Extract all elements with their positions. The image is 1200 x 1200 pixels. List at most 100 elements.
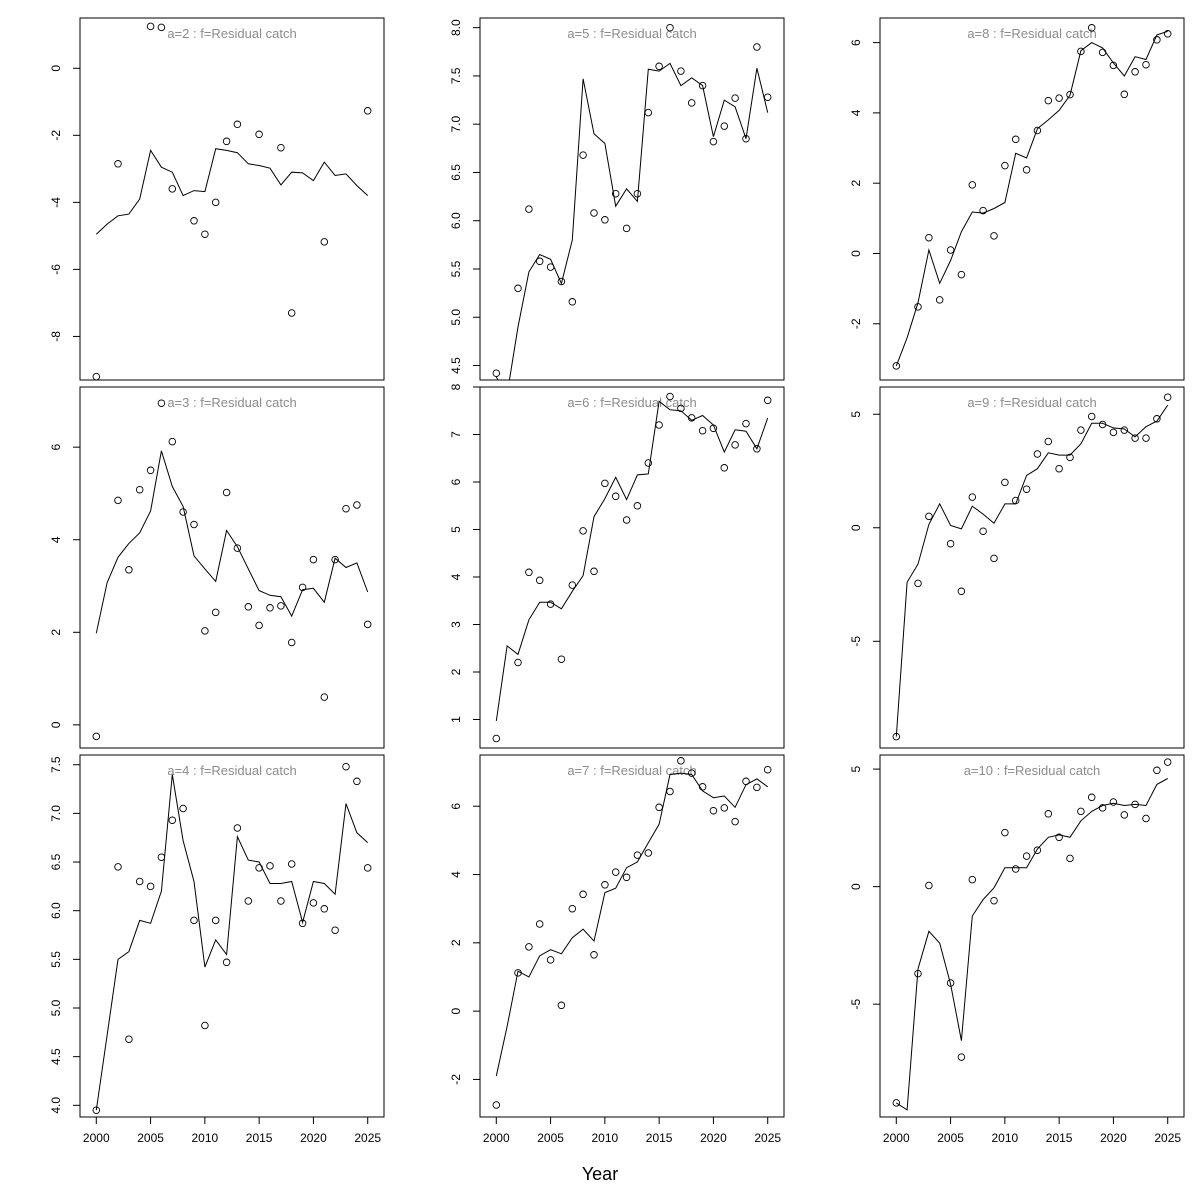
panel-title: a=2 : f=Residual catch bbox=[167, 26, 296, 41]
y-tick-label: -5 bbox=[849, 636, 863, 647]
observed-point bbox=[611, 189, 620, 198]
y-tick-label: -8 bbox=[49, 331, 63, 342]
observed-point bbox=[1011, 135, 1020, 144]
observed-point bbox=[979, 206, 987, 215]
observed-point bbox=[146, 466, 155, 475]
observed-point bbox=[698, 81, 707, 90]
y-tick-label: -5 bbox=[849, 999, 863, 1010]
observed-point bbox=[968, 875, 977, 884]
observed-point bbox=[201, 230, 209, 238]
panel-7: a=9 : f=Residual catch 5 0 -5 bbox=[849, 386, 1185, 749]
observed-point bbox=[687, 99, 696, 107]
observed-point bbox=[1109, 61, 1118, 70]
observed-point bbox=[622, 224, 631, 233]
panel-plot-area bbox=[892, 393, 1172, 741]
observed-point bbox=[1153, 415, 1161, 423]
observed-point bbox=[709, 137, 718, 146]
panel-4: a=6 : f=Residual catch 1 2 3 4 5 6 7 8 bbox=[449, 383, 785, 749]
panel-title: a=6 : f=Residual catch bbox=[567, 395, 696, 410]
panel-frame bbox=[479, 386, 785, 749]
observed-point bbox=[601, 479, 609, 488]
observed-point bbox=[644, 849, 653, 857]
observed-point bbox=[320, 693, 329, 701]
observed-point bbox=[557, 1001, 566, 1010]
observed-point bbox=[255, 621, 263, 630]
observed-point bbox=[687, 769, 696, 777]
y-tick-label: 2 bbox=[849, 180, 863, 187]
panel-6: a=8 : f=Residual catch -2 0 2 4 6 bbox=[849, 17, 1185, 381]
observed-point bbox=[353, 501, 361, 509]
observed-point bbox=[287, 638, 296, 647]
panel-frame bbox=[479, 17, 785, 381]
y-tick-label: 7.5 bbox=[49, 756, 63, 773]
observed-point bbox=[1120, 90, 1129, 99]
y-tick-label: -2 bbox=[49, 130, 63, 141]
observed-point bbox=[342, 762, 350, 771]
fitted-line bbox=[896, 778, 1168, 1111]
y-tick-label: 6 bbox=[849, 39, 863, 46]
observed-point bbox=[525, 943, 533, 951]
y-tick-label: 5.0 bbox=[449, 309, 463, 326]
fitted-line bbox=[495, 772, 768, 1077]
observed-point bbox=[125, 566, 133, 574]
fitted-line bbox=[495, 62, 769, 380]
observed-point bbox=[1077, 47, 1085, 56]
observed-point bbox=[1163, 393, 1172, 401]
observed-point bbox=[535, 920, 544, 928]
y-tick-label: 6.0 bbox=[449, 212, 463, 229]
y-tick-label: 1 bbox=[449, 716, 463, 723]
observed-point bbox=[1055, 94, 1063, 102]
observed-point bbox=[957, 1053, 966, 1061]
panel-title: a=7 : f=Residual catch bbox=[567, 763, 696, 778]
observed-point bbox=[601, 881, 609, 889]
panel-frame bbox=[879, 17, 1185, 381]
observed-point bbox=[1153, 36, 1161, 44]
observed-point bbox=[666, 392, 674, 401]
y-tick-label: 7.5 bbox=[449, 67, 463, 84]
panel-3: a=5 : f=Residual catch 4.5 5.0 5.5 6.0 6.5 7.0… bbox=[449, 17, 785, 381]
observed-point bbox=[1120, 426, 1129, 434]
observed-point bbox=[114, 863, 122, 871]
observed-point bbox=[677, 757, 685, 765]
y-tick-label: 5.0 bbox=[49, 999, 63, 1016]
observed-point bbox=[731, 441, 739, 449]
panel-plot-area bbox=[92, 399, 372, 741]
observed-point bbox=[957, 587, 966, 596]
panel-5: a=7 : f=Residual catch -2 0 2 4 6 2000 2005 2010… bbox=[449, 754, 785, 1145]
observed-point bbox=[363, 107, 372, 115]
panel-plot-area bbox=[492, 392, 772, 743]
observed-point bbox=[611, 868, 620, 876]
x-tick-label: 2025 bbox=[754, 1131, 781, 1145]
observed-point bbox=[179, 804, 187, 813]
y-tick-label: 4.5 bbox=[449, 357, 463, 374]
y-tick-label: 6.5 bbox=[49, 853, 63, 870]
observed-point bbox=[590, 567, 598, 576]
panel-plot-area bbox=[892, 24, 1172, 370]
observed-point bbox=[125, 1035, 133, 1043]
y-tick-label: 5 bbox=[849, 411, 863, 418]
observed-point bbox=[1022, 852, 1031, 860]
x-tick-label: 2005 bbox=[137, 1131, 164, 1145]
panel-plot-area bbox=[492, 757, 772, 1109]
observed-point bbox=[331, 555, 339, 564]
x-tick-label: 2020 bbox=[700, 1131, 727, 1145]
y-tick-label: 6 bbox=[449, 803, 463, 810]
observed-point bbox=[677, 67, 685, 75]
observed-point bbox=[492, 1101, 501, 1109]
x-tick-label: 2000 bbox=[483, 1131, 510, 1145]
x-tick-label: 2015 bbox=[1046, 1131, 1073, 1145]
observed-point bbox=[1055, 833, 1063, 842]
observed-point bbox=[320, 905, 329, 913]
y-tick-label: 4 bbox=[849, 109, 863, 116]
observed-point bbox=[742, 134, 750, 143]
y-tick-label: 2 bbox=[449, 939, 463, 946]
panel-title: a=8 : f=Residual catch bbox=[967, 26, 1096, 41]
observed-point bbox=[957, 270, 966, 279]
fitted-line bbox=[95, 450, 369, 634]
observed-point bbox=[309, 555, 318, 564]
observed-point bbox=[331, 926, 339, 934]
panel-0: a=2 : f=Residual catch 0 -2 -4 -6 -8 bbox=[49, 17, 385, 381]
observed-point bbox=[579, 527, 587, 535]
y-tick-label: 2 bbox=[49, 629, 63, 636]
